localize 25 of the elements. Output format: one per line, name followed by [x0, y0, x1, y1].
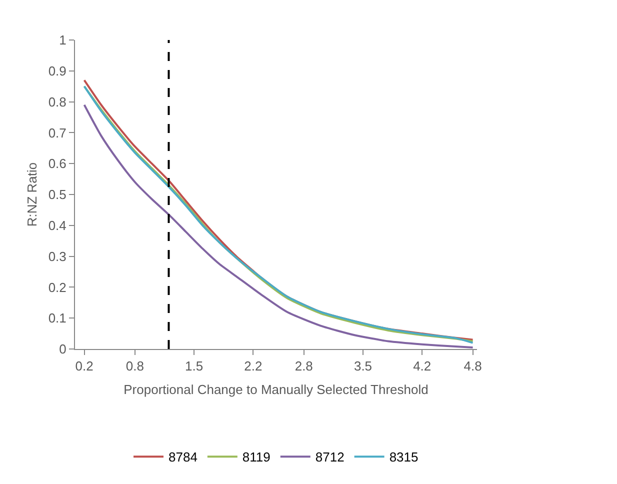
y-tick-label: 0.3	[48, 248, 66, 264]
legend-label: 8784	[168, 450, 198, 465]
x-tick-label: 2.2	[244, 358, 262, 374]
legend-label: 8119	[242, 450, 270, 465]
x-axis-title: Proportional Change to Manually Selected Threshold	[124, 382, 428, 398]
y-axis-title: R:NZ Ratio	[24, 162, 40, 227]
y-tick-label: 1	[59, 32, 66, 48]
y-tick-label: 0.2	[48, 280, 66, 295]
legend-label: 8712	[315, 450, 344, 465]
x-tick-label: 4.2	[413, 358, 432, 374]
x-tick-label: 4.8	[464, 358, 482, 374]
y-tick-label: 0.4	[48, 218, 66, 233]
legend-label: 8315	[389, 450, 418, 465]
y-tick-label: 0.9	[48, 63, 66, 78]
y-tick-label: 0	[59, 342, 66, 357]
y-tick-label: 0.1	[48, 310, 66, 326]
x-tick-label: 0.2	[75, 358, 94, 374]
y-tick-label: 0.6	[48, 156, 66, 172]
x-tick-label: 0.8	[126, 358, 144, 374]
x-tick-label: 3.5	[354, 358, 372, 374]
y-tick-label: 0.8	[48, 94, 66, 110]
y-tick-label: 0.7	[48, 125, 66, 140]
x-tick-label: 1.5	[185, 358, 204, 374]
y-tick-label: 0.5	[48, 187, 66, 202]
x-tick-label: 2.8	[294, 358, 313, 374]
